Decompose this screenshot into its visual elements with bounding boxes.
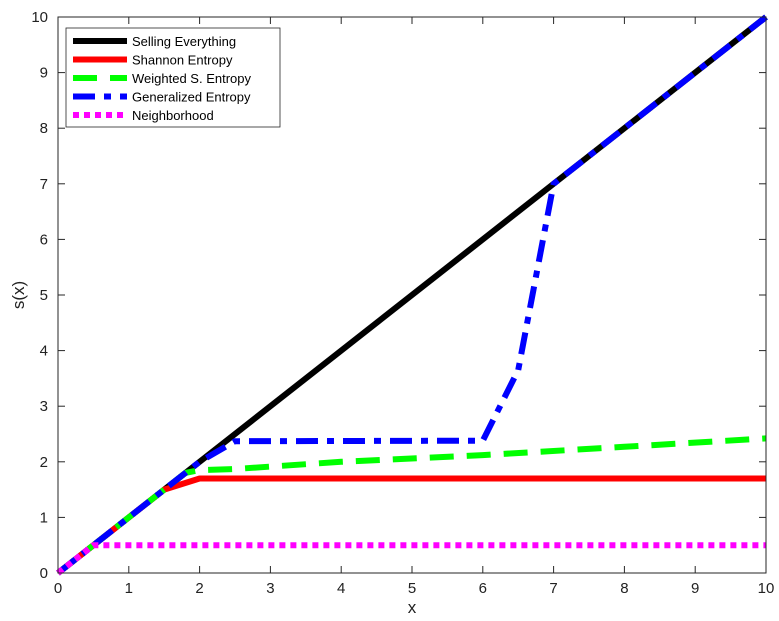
y-tick-label: 7 <box>40 176 48 193</box>
legend: Selling Everything Shannon Entropy Weighte… <box>65 27 281 128</box>
x-axis-ticks: 0 1 2 3 4 5 6 7 8 9 10 <box>54 17 775 597</box>
legend-label-4: Generalized Entropy <box>132 90 251 105</box>
y-tick-label: 0 <box>40 565 48 582</box>
x-tick-label: 6 <box>479 580 487 597</box>
y-tick-label: 5 <box>40 287 48 304</box>
y-tick-label: 9 <box>40 65 48 82</box>
x-tick-label: 9 <box>691 580 699 597</box>
x-tick-label: 4 <box>337 580 345 597</box>
y-tick-label: 10 <box>31 9 48 26</box>
y-axis-label: s(x) <box>9 281 28 309</box>
x-tick-label: 2 <box>195 580 203 597</box>
x-tick-label: 5 <box>408 580 416 597</box>
y-tick-label: 3 <box>40 398 48 415</box>
x-tick-label: 7 <box>549 580 557 597</box>
y-axis-ticks: 0 1 2 3 4 5 6 7 8 9 10 <box>31 9 766 582</box>
y-tick-label: 8 <box>40 120 48 137</box>
legend-label-3: Weighted S. Entropy <box>132 71 251 86</box>
x-tick-label: 3 <box>266 580 274 597</box>
y-tick-label: 1 <box>40 509 48 526</box>
legend-label-1: Selling Everything <box>132 34 236 49</box>
plot-lines <box>56 14 768 576</box>
x-tick-label: 8 <box>620 580 628 597</box>
x-tick-label: 1 <box>125 580 133 597</box>
legend-label-5: Neighborhood <box>132 108 214 123</box>
x-tick-label: 10 <box>758 580 775 597</box>
series-line-4 <box>56 14 768 576</box>
x-tick-label: 0 <box>54 580 62 597</box>
y-tick-label: 2 <box>40 454 48 471</box>
legend-box <box>65 27 281 128</box>
series-line-3 <box>56 435 767 576</box>
series-line-5 <box>56 542 766 576</box>
y-tick-label: 6 <box>40 231 48 248</box>
y-tick-label: 4 <box>40 343 48 360</box>
x-axis-label: x <box>408 598 417 617</box>
legend-label-2: Shannon Entropy <box>132 53 233 68</box>
